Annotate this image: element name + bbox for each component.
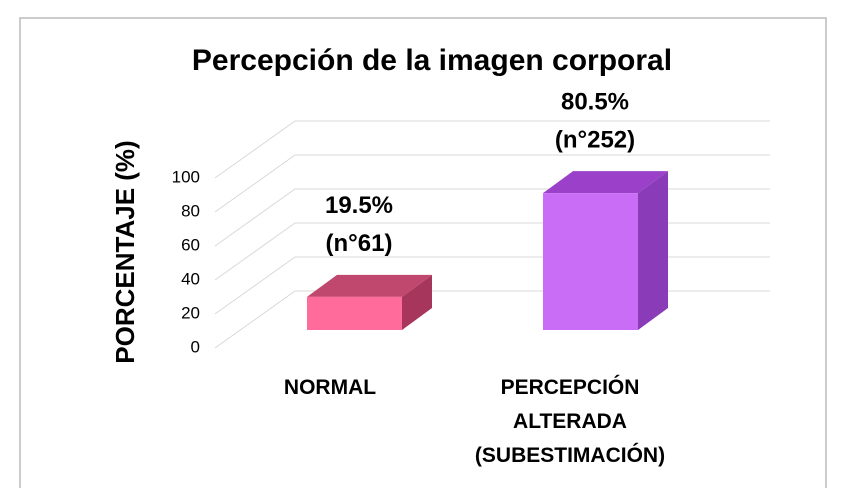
y-tick-label: 60	[181, 235, 200, 254]
y-tick-label: 20	[181, 303, 200, 322]
y-tick-label: 40	[181, 269, 200, 288]
grid-line	[214, 120, 770, 179]
y-tick-label: 0	[191, 337, 200, 356]
bar-top	[543, 171, 668, 194]
chart-title: Percepción de la imagen corporal	[192, 44, 672, 77]
x-tick-label: PERCEPCIÓN ALTERADA (SUBESTIMACIÓN)	[474, 376, 666, 467]
grid-line	[214, 154, 770, 213]
data-label: 19.5%	[325, 192, 393, 219]
y-tick-label: 80	[181, 201, 200, 220]
data-label: 80.5%	[561, 88, 629, 115]
bar	[543, 193, 638, 330]
bar-side	[638, 171, 668, 330]
data-label: (n°61)	[326, 230, 393, 257]
bar-side	[402, 274, 432, 330]
chart-frame	[19, 17, 827, 488]
y-axis-title: PORCENTAJE (%)	[110, 140, 140, 363]
x-tick-label: NORMAL	[283, 376, 377, 399]
y-tick-label: 100	[172, 167, 200, 186]
data-label: (n°252)	[555, 126, 635, 153]
bar-top	[307, 274, 432, 297]
bar	[307, 296, 402, 330]
